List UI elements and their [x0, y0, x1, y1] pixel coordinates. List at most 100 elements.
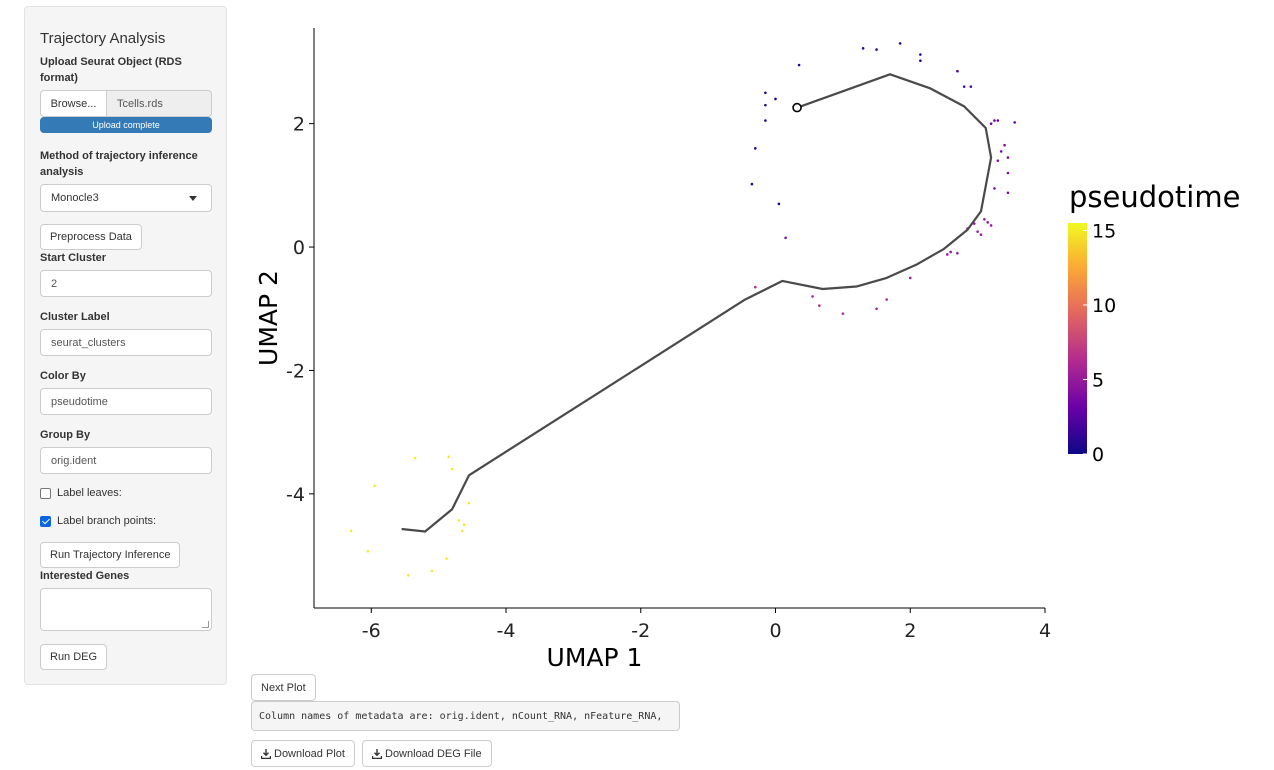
start-cluster-label: Start Cluster — [40, 252, 107, 264]
cell-point — [1003, 143, 1006, 147]
group-by-input[interactable]: orig.ident — [40, 447, 212, 474]
cell-point — [875, 307, 878, 311]
trajectory-line — [401, 73, 993, 533]
download-icon — [261, 748, 271, 759]
run-trajectory-button[interactable]: Run Trajectory Inference — [40, 542, 181, 568]
cell-point — [946, 253, 949, 256]
y-tick-label: 0 — [293, 237, 305, 259]
cell-point — [983, 217, 986, 221]
color-by-input[interactable]: pseudotime — [40, 388, 212, 415]
cell-point — [969, 85, 973, 88]
group-by-label: Group By — [40, 429, 91, 441]
cell-point — [413, 456, 417, 460]
color-by-label: Color By — [40, 370, 86, 382]
cell-point — [993, 119, 996, 122]
cell-point — [811, 295, 814, 298]
metadata-output: Column names of metadata are: orig.ident… — [251, 701, 680, 731]
label-leaves-checkbox[interactable] — [40, 487, 51, 499]
x-axis-title: UMAP 1 — [547, 643, 643, 672]
download-deg-button[interactable]: Download DEG File — [362, 740, 492, 767]
trajectory-plot-svg: -6 -4 -2 0 2 4 -4 -2 0 2 UMAP 1 UMAP 2 pseudotime 0… — [254, 28, 1240, 672]
cell-point — [462, 523, 466, 527]
cell-point — [919, 53, 922, 56]
cell-point — [407, 573, 410, 577]
cell-point — [1006, 171, 1010, 175]
label-leaves-checkbox-row[interactable]: Label leaves: — [40, 487, 122, 499]
x-tick-label: 0 — [769, 620, 781, 642]
cell-point — [996, 159, 1000, 162]
cell-point — [430, 569, 434, 573]
cell-point — [861, 47, 865, 50]
colorbar-tick-label: 10 — [1092, 295, 1116, 317]
colorbar-tick-label: 5 — [1092, 369, 1104, 391]
cell-point — [366, 549, 370, 553]
resize-grip-icon[interactable] — [202, 621, 209, 628]
x-tick-label: -6 — [362, 620, 381, 642]
method-select-value: Monocle3 — [51, 192, 99, 204]
download-plot-label: Download Plot — [274, 747, 345, 760]
y-tick-label: -4 — [286, 484, 305, 506]
metadata-text: Column names of metadata are: orig.ident… — [259, 710, 663, 722]
cell-point — [993, 187, 996, 190]
x-tick-label: 2 — [904, 620, 916, 642]
label-branch-points-checkbox[interactable] — [40, 515, 51, 527]
cell-point — [460, 529, 464, 533]
cell-point — [989, 122, 993, 125]
file-name-field[interactable]: Tcells.rds — [107, 90, 212, 117]
cell-point — [962, 85, 966, 88]
cell-point — [764, 91, 767, 95]
cell-point — [841, 312, 845, 315]
cell-point — [753, 285, 757, 289]
method-label: Method of trajectory inference analysis — [40, 150, 198, 178]
cell-point — [949, 250, 952, 254]
cell-point — [774, 97, 777, 101]
cell-point — [447, 455, 451, 459]
download-icon — [372, 748, 382, 759]
interested-genes-textarea[interactable] — [40, 588, 212, 631]
upload-progress-bar: Upload complete — [40, 117, 212, 133]
run-deg-button[interactable]: Run DEG — [40, 644, 108, 670]
cell-point — [956, 69, 959, 73]
label-leaves-text: Label leaves: — [57, 487, 122, 499]
x-tick-label: -2 — [631, 620, 650, 642]
label-branch-points-checkbox-row[interactable]: Label branch points: — [40, 515, 156, 527]
file-upload-group: Browse... Tcells.rds — [40, 90, 212, 117]
caret-down-icon — [189, 196, 197, 201]
legend-title: pseudotime — [1069, 180, 1240, 214]
upload-label: Upload Seurat Object (RDS format) — [40, 56, 182, 84]
download-plot-button[interactable]: Download Plot — [251, 740, 355, 767]
cluster-label-input[interactable]: seurat_clusters — [40, 329, 212, 356]
x-tick-label: -4 — [497, 620, 516, 642]
preprocess-data-button[interactable]: Preprocess Data — [40, 224, 142, 250]
cell-point — [817, 304, 821, 307]
y-tick-label: -2 — [286, 360, 305, 382]
cell-point — [986, 221, 990, 224]
colorbar — [1068, 223, 1087, 454]
trajectory-plot: -6 -4 -2 0 2 4 -4 -2 0 2 UMAP 1 UMAP 2 pseudotime 0… — [230, 0, 1274, 680]
cell-point — [777, 202, 781, 206]
cell-point — [457, 519, 461, 522]
cell-point — [875, 48, 878, 51]
sidebar-panel: Trajectory Analysis Upload Seurat Object… — [24, 6, 227, 685]
cell-point — [999, 150, 1003, 153]
cell-point — [919, 59, 922, 63]
start-cluster-input[interactable]: 2 — [40, 270, 212, 297]
method-select[interactable]: Monocle3 — [40, 184, 212, 212]
cell-point — [349, 529, 353, 533]
cell-point — [898, 42, 902, 45]
sidebar-title: Trajectory Analysis — [40, 30, 166, 47]
cell-point — [373, 484, 376, 488]
next-plot-button[interactable]: Next Plot — [251, 674, 316, 701]
interested-genes-label: Interested Genes — [40, 570, 130, 582]
colorbar-tick-label: 0 — [1092, 444, 1104, 466]
cell-point — [996, 119, 1000, 122]
cell-point — [784, 236, 787, 240]
cell-point — [976, 230, 979, 233]
cell-point — [1013, 121, 1016, 124]
label-branch-points-text: Label branch points: — [57, 515, 157, 527]
browse-button[interactable]: Browse... — [40, 90, 107, 117]
x-tick-label: 4 — [1039, 620, 1051, 642]
cell-point — [956, 251, 959, 255]
cell-point — [750, 182, 754, 186]
root-node-marker — [792, 102, 802, 113]
